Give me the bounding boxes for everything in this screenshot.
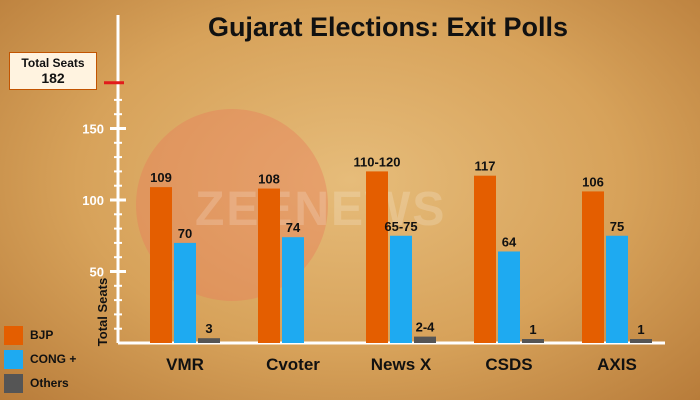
bar-cong-4 (606, 235, 628, 343)
bar-cong-3 (498, 251, 520, 343)
legend-item-bjp: BJP (4, 323, 76, 347)
bar-others-3 (522, 339, 544, 343)
data-label-0-0: 109 (150, 170, 172, 185)
legend-item-others: Others (4, 371, 76, 395)
y-tick-label-2: 150 (82, 122, 104, 137)
data-label-1-3: 64 (502, 234, 517, 249)
legend: BJP CONG + Others (4, 323, 76, 395)
bar-bjp-3 (474, 175, 496, 343)
data-label-0-3: 117 (475, 159, 496, 174)
y-tick-label-1: 100 (82, 193, 104, 208)
bar-cong-2 (390, 235, 412, 343)
bar-bjp-1 (258, 188, 280, 343)
legend-item-cong: CONG + (4, 347, 76, 371)
y-axis-label: Total Seats (95, 278, 110, 346)
bar-others-2 (414, 336, 436, 343)
bar-others-0 (198, 338, 220, 343)
chart-title: Gujarat Elections: Exit Polls (208, 12, 568, 42)
data-label-1-2: 65-75 (384, 219, 417, 234)
bar-bjp-4 (582, 191, 604, 343)
data-label-0-2: 110-120 (354, 154, 401, 169)
data-label-0-1: 108 (258, 172, 280, 187)
bar-bjp-2 (366, 171, 388, 343)
data-label-1-1: 74 (286, 220, 301, 235)
legend-swatch-cong (4, 349, 23, 369)
data-label-1-0: 70 (178, 226, 192, 241)
data-label-2-0: 3 (205, 321, 212, 336)
bar-cong-1 (282, 237, 304, 343)
bar-cong-0 (174, 242, 196, 343)
data-label-1-4: 75 (610, 219, 624, 234)
bar-others-4 (630, 339, 652, 343)
data-label-2-3: 1 (529, 322, 536, 337)
legend-label-bjp: BJP (30, 328, 54, 342)
data-label-2-2: 2-4 (416, 320, 436, 335)
bar-bjp-0 (150, 187, 172, 343)
x-tick-label-0: VMR (166, 355, 204, 374)
watermark-text: ZEENEWS (195, 183, 446, 236)
legend-swatch-bjp (4, 325, 23, 345)
x-tick-label-1: Cvoter (266, 355, 320, 374)
total-seats-label: Total Seats (21, 56, 85, 70)
data-label-0-4: 106 (582, 174, 604, 189)
y-tick-label-0: 50 (90, 265, 104, 280)
x-tick-label-4: AXIS (597, 355, 637, 374)
legend-swatch-others (4, 373, 23, 393)
x-tick-label-3: CSDS (485, 355, 532, 374)
x-tick-label-2: News X (371, 355, 432, 374)
data-label-2-4: 1 (637, 322, 644, 337)
total-seats-value: 182 (41, 70, 65, 86)
total-seats-box: Total Seats 182 (9, 52, 97, 90)
legend-label-cong: CONG + (30, 352, 77, 366)
legend-label-others: Others (30, 376, 69, 390)
